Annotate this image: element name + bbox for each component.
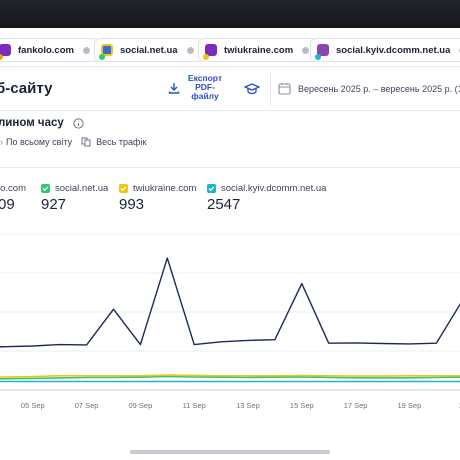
fankolo-logo-icon (0, 44, 11, 60)
chevron-icon: › (0, 137, 3, 147)
tab-label: twiukraine.com (224, 44, 294, 56)
home-indicator (130, 450, 330, 454)
traffic-icon (81, 137, 91, 147)
x-tick-label: 15 Sep (290, 401, 314, 410)
x-tick-label: 05 Sep (21, 401, 45, 410)
header-divider (270, 72, 271, 106)
date-range-label: Вересень 2025 р. – вересень 2025 р. (1 (298, 83, 460, 94)
info-icon[interactable] (73, 117, 84, 129)
page-title: б-сайту (0, 80, 53, 97)
checkbox-icon[interactable] (207, 184, 216, 193)
tab-twiukraine[interactable]: twiukraine.com (198, 38, 319, 62)
filters-row: › По всьому світу Весь трафік (0, 137, 146, 147)
tab-label: social.kyiv.dcomm.net.ua (336, 44, 451, 56)
region-filter[interactable]: › По всьому світу (0, 137, 73, 147)
tab-social-net-ua[interactable]: social.net.ua (94, 38, 203, 62)
export-pdf-button[interactable]: Експорт PDF- файлу (168, 74, 230, 101)
series-line-1[interactable] (0, 257, 460, 348)
x-tick-label: 19 Sep (398, 401, 422, 410)
x-tick-label: 09 Sep (129, 401, 153, 410)
tab-social-kyiv[interactable]: social.kyiv.dcomm.net.ua (310, 38, 460, 62)
mastodon-logo-icon (315, 44, 329, 60)
checkbox-icon[interactable] (41, 184, 50, 193)
download-icon (168, 82, 180, 94)
checkbox-icon[interactable] (119, 184, 128, 193)
x-tick-label: 07 Sep (75, 401, 99, 410)
section-title: лином часу (0, 117, 84, 129)
series-line-3[interactable] (0, 374, 460, 378)
close-icon[interactable] (302, 46, 310, 54)
tab-label: fankolo.com (18, 44, 74, 56)
tab-fankolo[interactable]: fankolo.com (0, 38, 99, 62)
x-tick-label: 13 Sep (236, 401, 260, 410)
legend-item-fankolo[interactable]: lo.com 09 (0, 183, 26, 213)
legend-value: 927 (41, 196, 67, 213)
export-label: Експорт PDF- файлу (187, 73, 223, 101)
traffic-filter[interactable]: Весь трафік (81, 137, 146, 147)
site-tabs-bar: fankolo.com social.net.ua twiukraine.com… (0, 32, 460, 67)
legend-value: 09 (0, 196, 15, 213)
legend-item-twiukraine[interactable]: twiukraine.com 993 (119, 183, 197, 213)
date-range-picker[interactable]: Вересень 2025 р. – вересень 2025 р. (1 (278, 82, 460, 95)
ukraine-coat-icon (99, 44, 113, 60)
window-top-bar (0, 0, 460, 28)
page-header: б-сайту Експорт PDF- файлу Вересень 2025… (0, 68, 460, 111)
tab-label: social.net.ua (120, 44, 178, 56)
series-line-2[interactable] (0, 375, 460, 380)
close-icon[interactable] (82, 46, 90, 54)
close-icon[interactable] (186, 46, 194, 54)
legend-item-social-kyiv[interactable]: social.kyiv.dcomm.net.ua 2547 (207, 183, 327, 213)
graduation-cap-icon[interactable] (244, 82, 260, 96)
section-divider (0, 167, 460, 168)
legend-value: 993 (119, 196, 145, 213)
x-tick-label: 11 Sep (183, 401, 206, 410)
x-tick-label: 17 Sep (344, 401, 368, 410)
traffic-line-chart: 05 Sep 07 Sep 09 Sep 11 Sep 13 Sep 15 Sep 17 S… (0, 233, 460, 410)
legend-value: 2547 (207, 196, 241, 213)
legend-item-social-net-ua[interactable]: social.net.ua 927 (41, 183, 109, 213)
twiukraine-logo-icon (203, 44, 217, 60)
calendar-icon (278, 83, 291, 95)
